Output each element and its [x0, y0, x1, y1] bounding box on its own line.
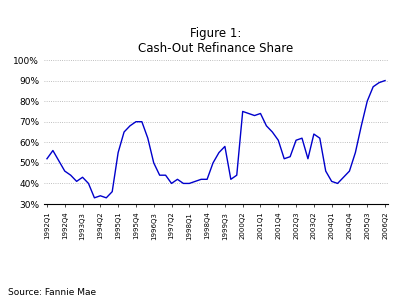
Text: Source: Fannie Mae: Source: Fannie Mae — [8, 288, 96, 297]
Title: Figure 1:
Cash-Out Refinance Share: Figure 1: Cash-Out Refinance Share — [138, 27, 294, 55]
